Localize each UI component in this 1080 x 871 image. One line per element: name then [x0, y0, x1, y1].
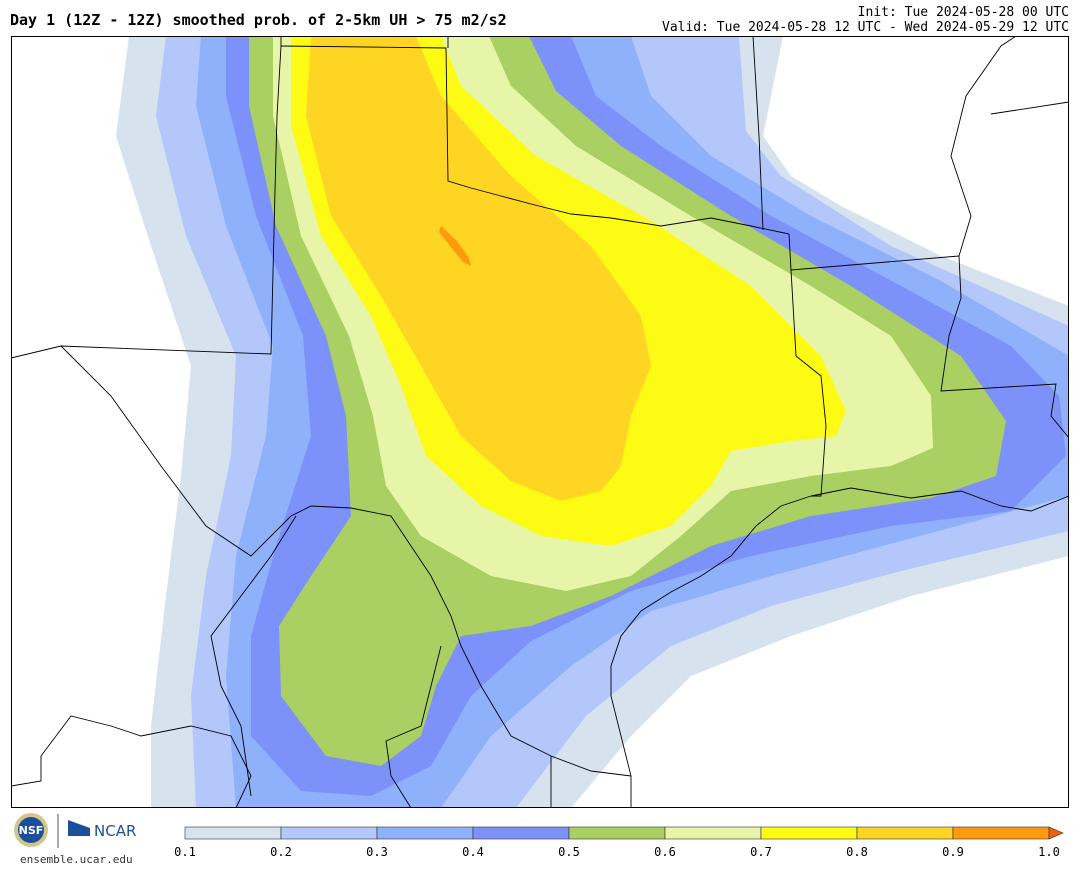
site-url: ensemble.ucar.edu: [20, 853, 133, 866]
run-info: Init: Tue 2024-05-28 00 UTC Valid: Tue 2…: [662, 5, 1069, 35]
border-line: [385, 645, 442, 808]
state-line: [752, 36, 764, 231]
colorbar-segment: [760, 826, 858, 840]
colorbar-segment: [856, 826, 954, 840]
probability-contours: [116, 36, 1069, 808]
political-boundaries: [11, 36, 1069, 808]
init-time: Init: Tue 2024-05-28 00 UTC: [857, 5, 1069, 20]
colorbar-tick-label: 0.8: [846, 845, 868, 859]
state-line: [790, 269, 827, 497]
colorbar-segment: [280, 826, 378, 840]
colorbar-tick-label: 0.6: [654, 845, 676, 859]
border-line: [60, 345, 632, 777]
state-line: [40, 715, 252, 808]
state-line: [950, 36, 1017, 257]
ncar-logo-text: NCAR: [94, 822, 136, 840]
colorbar-tick-label: 0.7: [750, 845, 772, 859]
colorbar-tick-label: 0.2: [270, 845, 292, 859]
coast-line: [610, 495, 812, 808]
colorbar-ticks: 0.1 0.2 0.3 0.4 0.5 0.6 0.7 0.8 0.9 1.0: [0, 845, 1080, 861]
colorbar-tick-label: 0.3: [366, 845, 388, 859]
logo-group: NSF NCAR: [12, 812, 144, 852]
ncar-logo-icon: NCAR: [68, 820, 136, 840]
colorbar-extend-arrow: [1048, 826, 1064, 840]
colorbar-tick-label: 1.0: [1038, 845, 1060, 859]
nsf-logo-icon: NSF: [14, 813, 48, 847]
colorbar-segment: [472, 826, 570, 840]
coast-line: [810, 487, 1069, 512]
state-line: [210, 515, 297, 797]
nsf-logo-text: NSF: [19, 824, 44, 837]
colorbar-tick-label: 0.5: [558, 845, 580, 859]
colorbar-tick-label: 0.1: [174, 845, 196, 859]
state-line: [990, 101, 1069, 115]
state-line: [11, 756, 42, 787]
colorbar-segment: [664, 826, 762, 840]
colorbar-tick-label: 0.9: [942, 845, 964, 859]
contour-0.8: [306, 36, 651, 501]
colorbar-segment: [184, 826, 282, 840]
colorbar-segment: [952, 826, 1050, 840]
colorbar-segment: [376, 826, 474, 840]
colorbar: [184, 825, 1064, 840]
contour-0.9: [439, 226, 471, 266]
plot-title: Day 1 (12Z - 12Z) smoothed prob. of 2-5k…: [10, 11, 507, 29]
state-line: [940, 255, 1069, 439]
colorbar-segment: [568, 826, 666, 840]
valid-time: Valid: Tue 2024-05-28 12 UTC - Wed 2024-…: [662, 20, 1069, 35]
colorbar-segments: [184, 826, 1064, 840]
probability-map: [11, 36, 1069, 808]
colorbar-tick-label: 0.4: [462, 845, 484, 859]
state-line: [280, 45, 790, 235]
